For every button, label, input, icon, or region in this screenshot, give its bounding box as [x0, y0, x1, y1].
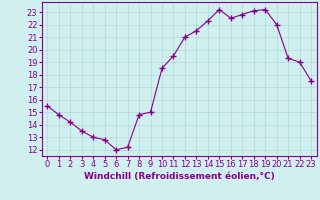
- X-axis label: Windchill (Refroidissement éolien,°C): Windchill (Refroidissement éolien,°C): [84, 172, 275, 181]
